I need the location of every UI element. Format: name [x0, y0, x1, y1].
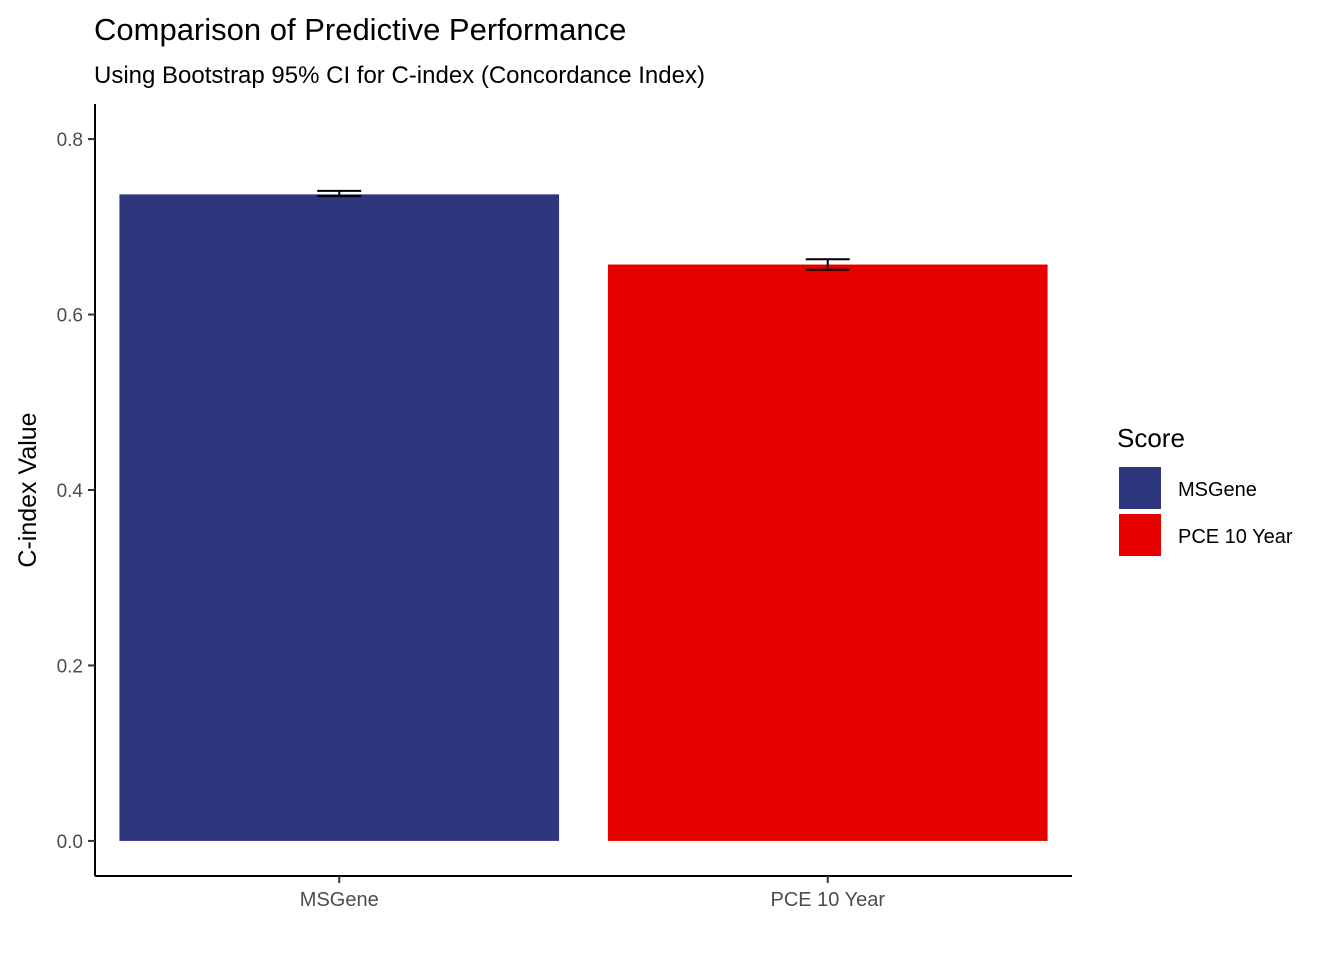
y-tick-label: 0.2: [57, 656, 83, 677]
legend: Score MSGene PCE 10 Year: [1117, 423, 1293, 556]
legend-swatch: [1119, 514, 1161, 556]
x-axis: MSGene PCE 10 Year: [95, 875, 1072, 911]
legend-label: PCE 10 Year: [1178, 526, 1293, 548]
legend-item-pce-10-year: PCE 10 Year: [1119, 514, 1293, 556]
y-tick-label: 0.8: [57, 130, 83, 151]
legend-label: MSGene: [1178, 479, 1257, 501]
y-axis: 0.0 0.2 0.4 0.6 0.8: [57, 104, 96, 876]
x-tick-label: PCE 10 Year: [770, 889, 885, 911]
x-tick-label: MSGene: [300, 889, 379, 911]
chart-title: Comparison of Predictive Performance: [94, 12, 626, 47]
error-bars-layer: [317, 189, 850, 271]
y-tick-label: 0.6: [57, 306, 83, 327]
error-bar-pce-10-year: [805, 258, 850, 271]
y-tick-label: 0.0: [57, 832, 83, 853]
chart-subtitle: Using Bootstrap 95% CI for C-index (Conc…: [94, 62, 705, 89]
y-tick-label: 0.4: [57, 481, 84, 502]
bars-layer: [119, 194, 1048, 841]
y-axis-label: C-index Value: [14, 412, 42, 567]
legend-item-msgene: MSGene: [1119, 467, 1257, 509]
legend-title: Score: [1117, 423, 1185, 453]
error-bar-msgene: [317, 189, 362, 198]
legend-swatch: [1119, 467, 1161, 509]
legend-entries: MSGene PCE 10 Year: [1119, 467, 1293, 556]
bar-pce-10-year: [607, 264, 1048, 841]
bar-msgene: [119, 194, 560, 841]
